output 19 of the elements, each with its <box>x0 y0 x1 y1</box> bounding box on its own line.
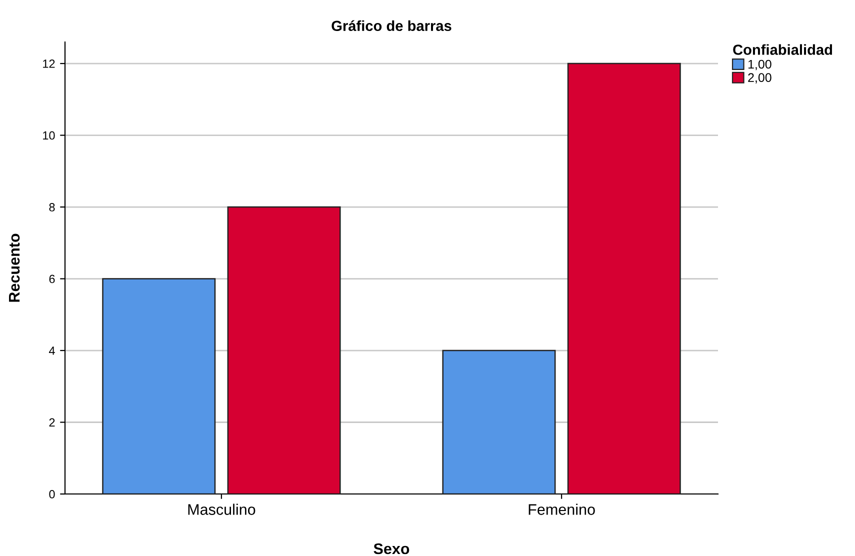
legend-title: Confiabialidad <box>733 44 832 55</box>
y-tick-label: 2 <box>49 418 55 427</box>
y-tick-label: 4 <box>48 346 55 355</box>
bar <box>442 350 556 494</box>
chart-title: Gráfico de barras <box>332 20 452 32</box>
x-tick-label: Femenino <box>528 504 595 515</box>
y-tick-label: 0 <box>49 490 55 498</box>
bar <box>102 278 216 494</box>
y-tick-label: 6 <box>49 274 55 284</box>
legend-label: 1,00 <box>748 60 772 70</box>
legend-label: 2,00 <box>748 73 772 84</box>
bar <box>567 62 681 494</box>
y-axis-title: Recuento <box>9 234 20 302</box>
x-axis-title: Sexo <box>374 543 410 554</box>
bar <box>227 206 341 494</box>
y-tick-label: 12 <box>43 60 55 68</box>
y-tick-label: 10 <box>43 131 55 140</box>
x-tick-label: Masculino <box>188 504 256 515</box>
y-tick-label: 8 <box>49 203 55 212</box>
